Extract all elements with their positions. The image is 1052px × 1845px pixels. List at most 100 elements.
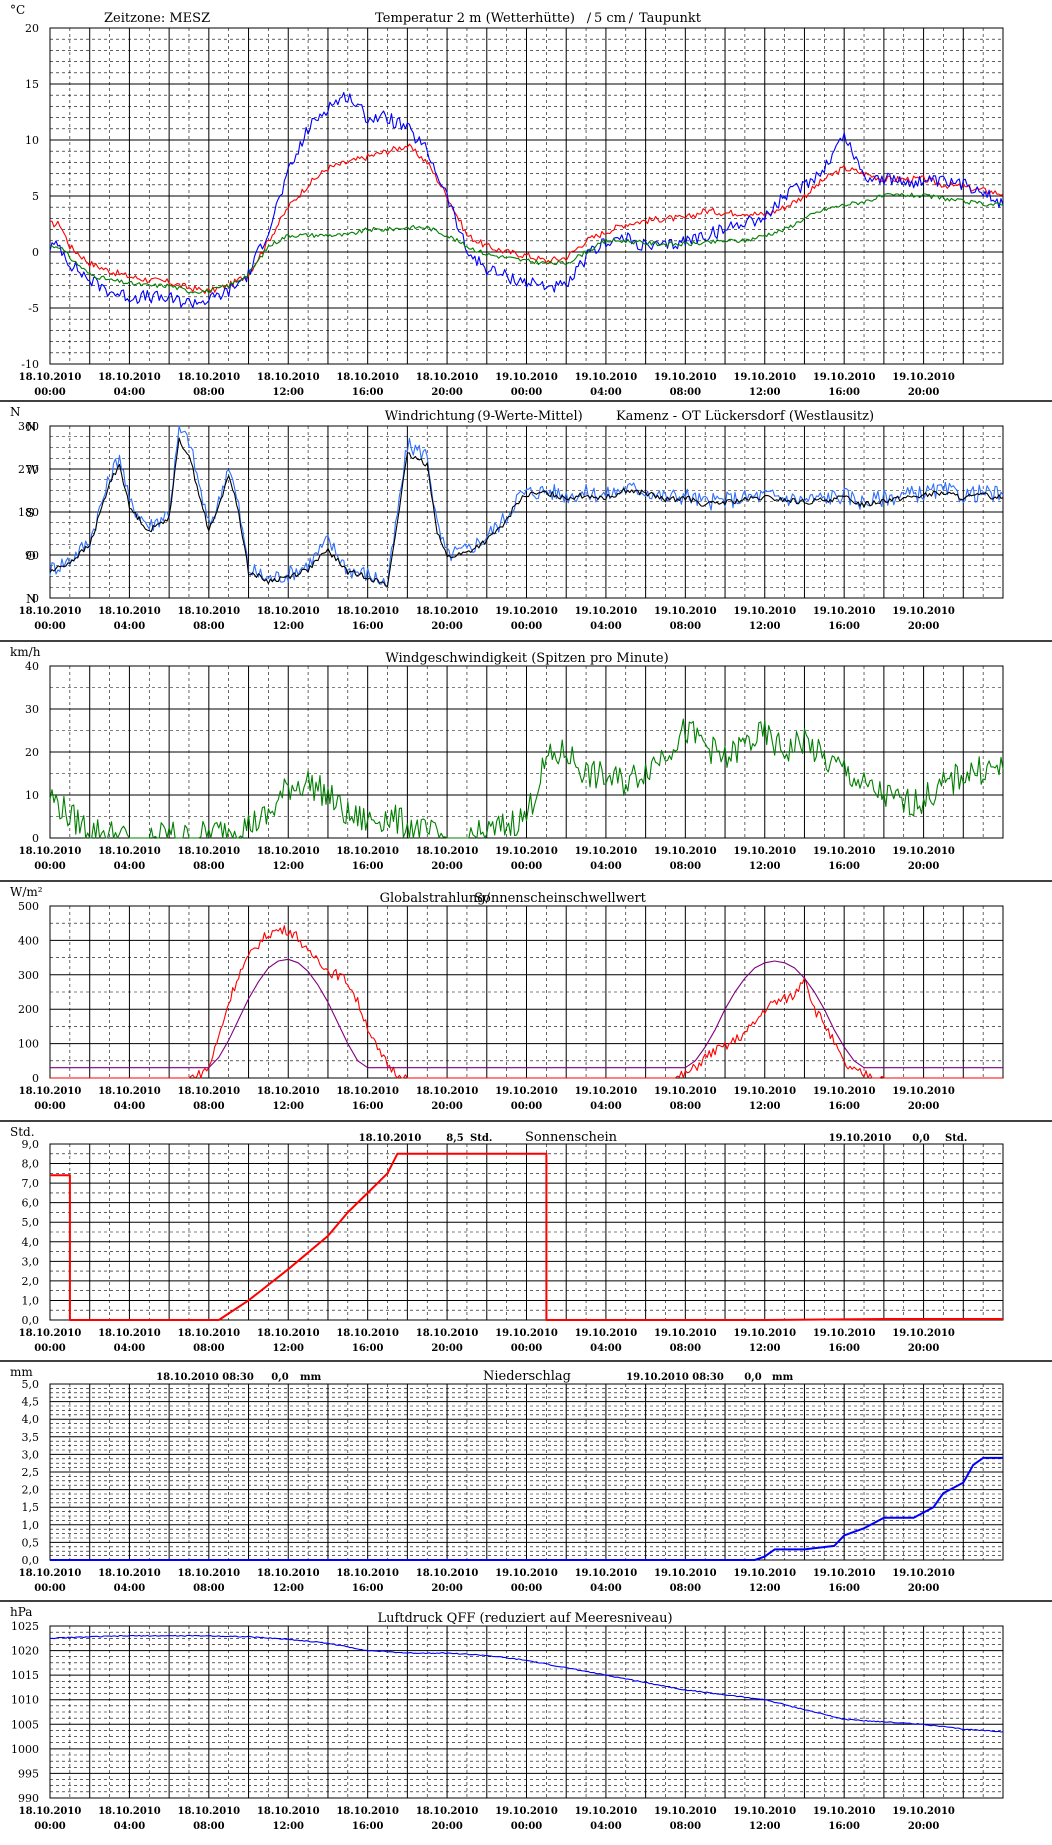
x-tick-time: 12:00: [749, 387, 781, 398]
chart-panel-1: -10 -5 0 5 10 15 20°C Zeitzone: MESZ Temperatur …: [10, 3, 1004, 398]
x-tick-date: 18.10.2010: [416, 1328, 479, 1339]
y-tick-label: 200: [18, 1003, 39, 1016]
x-tick-date: 18.10.2010: [416, 372, 479, 383]
x-tick-time: 00:00: [34, 1583, 66, 1594]
x-tick-time: 16:00: [828, 387, 860, 398]
x-tick-date: 18.10.2010: [336, 1328, 399, 1339]
chart-title-part: Sonnenscheinschwellwert: [474, 891, 647, 906]
series-line-windgeschwindigkeit: [49, 718, 1004, 839]
series-line-luftdruck: [49, 1634, 1004, 1733]
chart-title-part: Sonnenschein: [525, 1130, 618, 1145]
y-tick-label: 995: [18, 1767, 39, 1780]
x-tick-time: 04:00: [114, 621, 146, 632]
x-tick-time: 12:00: [272, 621, 304, 632]
x-tick-date: 19.10.2010: [733, 1328, 796, 1339]
y-tick-label: 20: [25, 746, 39, 759]
y-tick-label: 9,0: [22, 1138, 40, 1151]
chart-title-part: Windrichtung: [385, 409, 475, 424]
x-tick-time: 08:00: [670, 1821, 702, 1832]
y-tick-label: 1010: [11, 1694, 39, 1707]
x-tick-date: 19.10.2010: [733, 1806, 796, 1817]
x-tick-date: 19.10.2010: [813, 372, 876, 383]
x-tick-date: 18.10.2010: [416, 606, 479, 617]
x-tick-time: 00:00: [34, 1343, 66, 1354]
annotation-date: 18.10.2010 08:30: [156, 1372, 254, 1383]
x-tick-time: 08:00: [193, 1583, 225, 1594]
y-tick-label: 4,0: [22, 1236, 40, 1249]
chart-title-part: Zeitzone: MESZ: [104, 11, 210, 26]
annotation-date: 18.10.2010: [359, 1133, 422, 1144]
y-tick-label: 1015: [11, 1669, 39, 1682]
y-tick-label: -5: [28, 302, 39, 315]
y-tick-label: 0: [32, 592, 39, 605]
x-tick-date: 18.10.2010: [257, 1328, 320, 1339]
y-tick-label: 2,0: [22, 1484, 40, 1497]
x-tick-time: 12:00: [272, 1821, 304, 1832]
x-tick-date: 18.10.2010: [257, 1806, 320, 1817]
x-tick-date: 19.10.2010: [495, 372, 558, 383]
x-tick-time: 16:00: [828, 1583, 860, 1594]
x-tick-date: 18.10.2010: [178, 1328, 241, 1339]
x-tick-time: 16:00: [352, 861, 384, 872]
x-tick-date: 19.10.2010: [575, 606, 638, 617]
x-tick-date: 19.10.2010: [892, 1806, 955, 1817]
y-tick-label: 500: [18, 900, 39, 913]
x-tick-time: 20:00: [431, 861, 463, 872]
x-tick-time: 16:00: [828, 861, 860, 872]
x-tick-time: 20:00: [908, 861, 940, 872]
x-tick-time: 16:00: [352, 1821, 384, 1832]
x-tick-date: 18.10.2010: [19, 372, 82, 383]
y-tick-label: 4,0: [22, 1413, 40, 1426]
y-tick-label: 1005: [11, 1718, 39, 1731]
y-tick-label: 10: [25, 789, 39, 802]
x-tick-time: 04:00: [114, 387, 146, 398]
chart-title-part: Temperatur 2 m (Wetterhütte): [375, 11, 575, 26]
y-tick-label: 5,0: [22, 1216, 40, 1229]
x-tick-date: 19.10.2010: [892, 372, 955, 383]
x-tick-date: 19.10.2010: [654, 606, 717, 617]
x-tick-time: 04:00: [590, 1583, 622, 1594]
y-unit-label: km/h: [10, 645, 41, 659]
x-tick-time: 00:00: [511, 387, 543, 398]
y-unit-label: W/m²: [10, 885, 43, 899]
y-unit-label: mm: [10, 1365, 33, 1379]
x-tick-date: 19.10.2010: [654, 846, 717, 857]
y-tick-label: 15: [25, 78, 39, 91]
series-line-windrichtung: [49, 425, 1004, 587]
x-tick-date: 18.10.2010: [178, 1806, 241, 1817]
x-tick-time: 12:00: [272, 1583, 304, 1594]
x-tick-time: 20:00: [431, 1343, 463, 1354]
chart-title-part: Kamenz - OT Lückersdorf (Westlausitz): [616, 409, 874, 424]
chart-title-part: Globalstrahlung/: [380, 891, 491, 906]
x-tick-date: 19.10.2010: [575, 846, 638, 857]
y-tick-label: -10: [21, 358, 39, 371]
x-tick-date: 18.10.2010: [19, 1086, 82, 1097]
x-tick-time: 20:00: [908, 621, 940, 632]
series-line-niederschlag: [50, 1456, 1003, 1561]
annotation-unit: Std.: [945, 1133, 967, 1144]
y-tick-label: 300: [18, 969, 39, 982]
annotation-value: 8,5: [446, 1133, 463, 1144]
x-tick-time: 12:00: [272, 1101, 304, 1112]
x-tick-time: 16:00: [828, 1821, 860, 1832]
y-tick-label: 990: [18, 1792, 39, 1805]
compass-label: N: [26, 420, 37, 434]
x-tick-date: 19.10.2010: [733, 372, 796, 383]
chart-title-part: (9-Werte-Mittel): [477, 409, 582, 424]
x-tick-date: 18.10.2010: [336, 1086, 399, 1097]
x-tick-date: 18.10.2010: [416, 846, 479, 857]
x-tick-time: 16:00: [352, 1101, 384, 1112]
x-tick-time: 00:00: [511, 861, 543, 872]
annotation-date: 19.10.2010: [829, 1133, 892, 1144]
x-tick-time: 20:00: [908, 1821, 940, 1832]
x-tick-time: 08:00: [670, 861, 702, 872]
x-tick-date: 18.10.2010: [19, 1806, 82, 1817]
x-tick-date: 18.10.2010: [257, 372, 320, 383]
y-tick-label: 2,5: [22, 1466, 40, 1479]
x-tick-time: 00:00: [511, 1101, 543, 1112]
x-tick-date: 19.10.2010: [733, 1086, 796, 1097]
x-tick-date: 19.10.2010: [654, 1568, 717, 1579]
annotation-unit: Std.: [470, 1133, 492, 1144]
